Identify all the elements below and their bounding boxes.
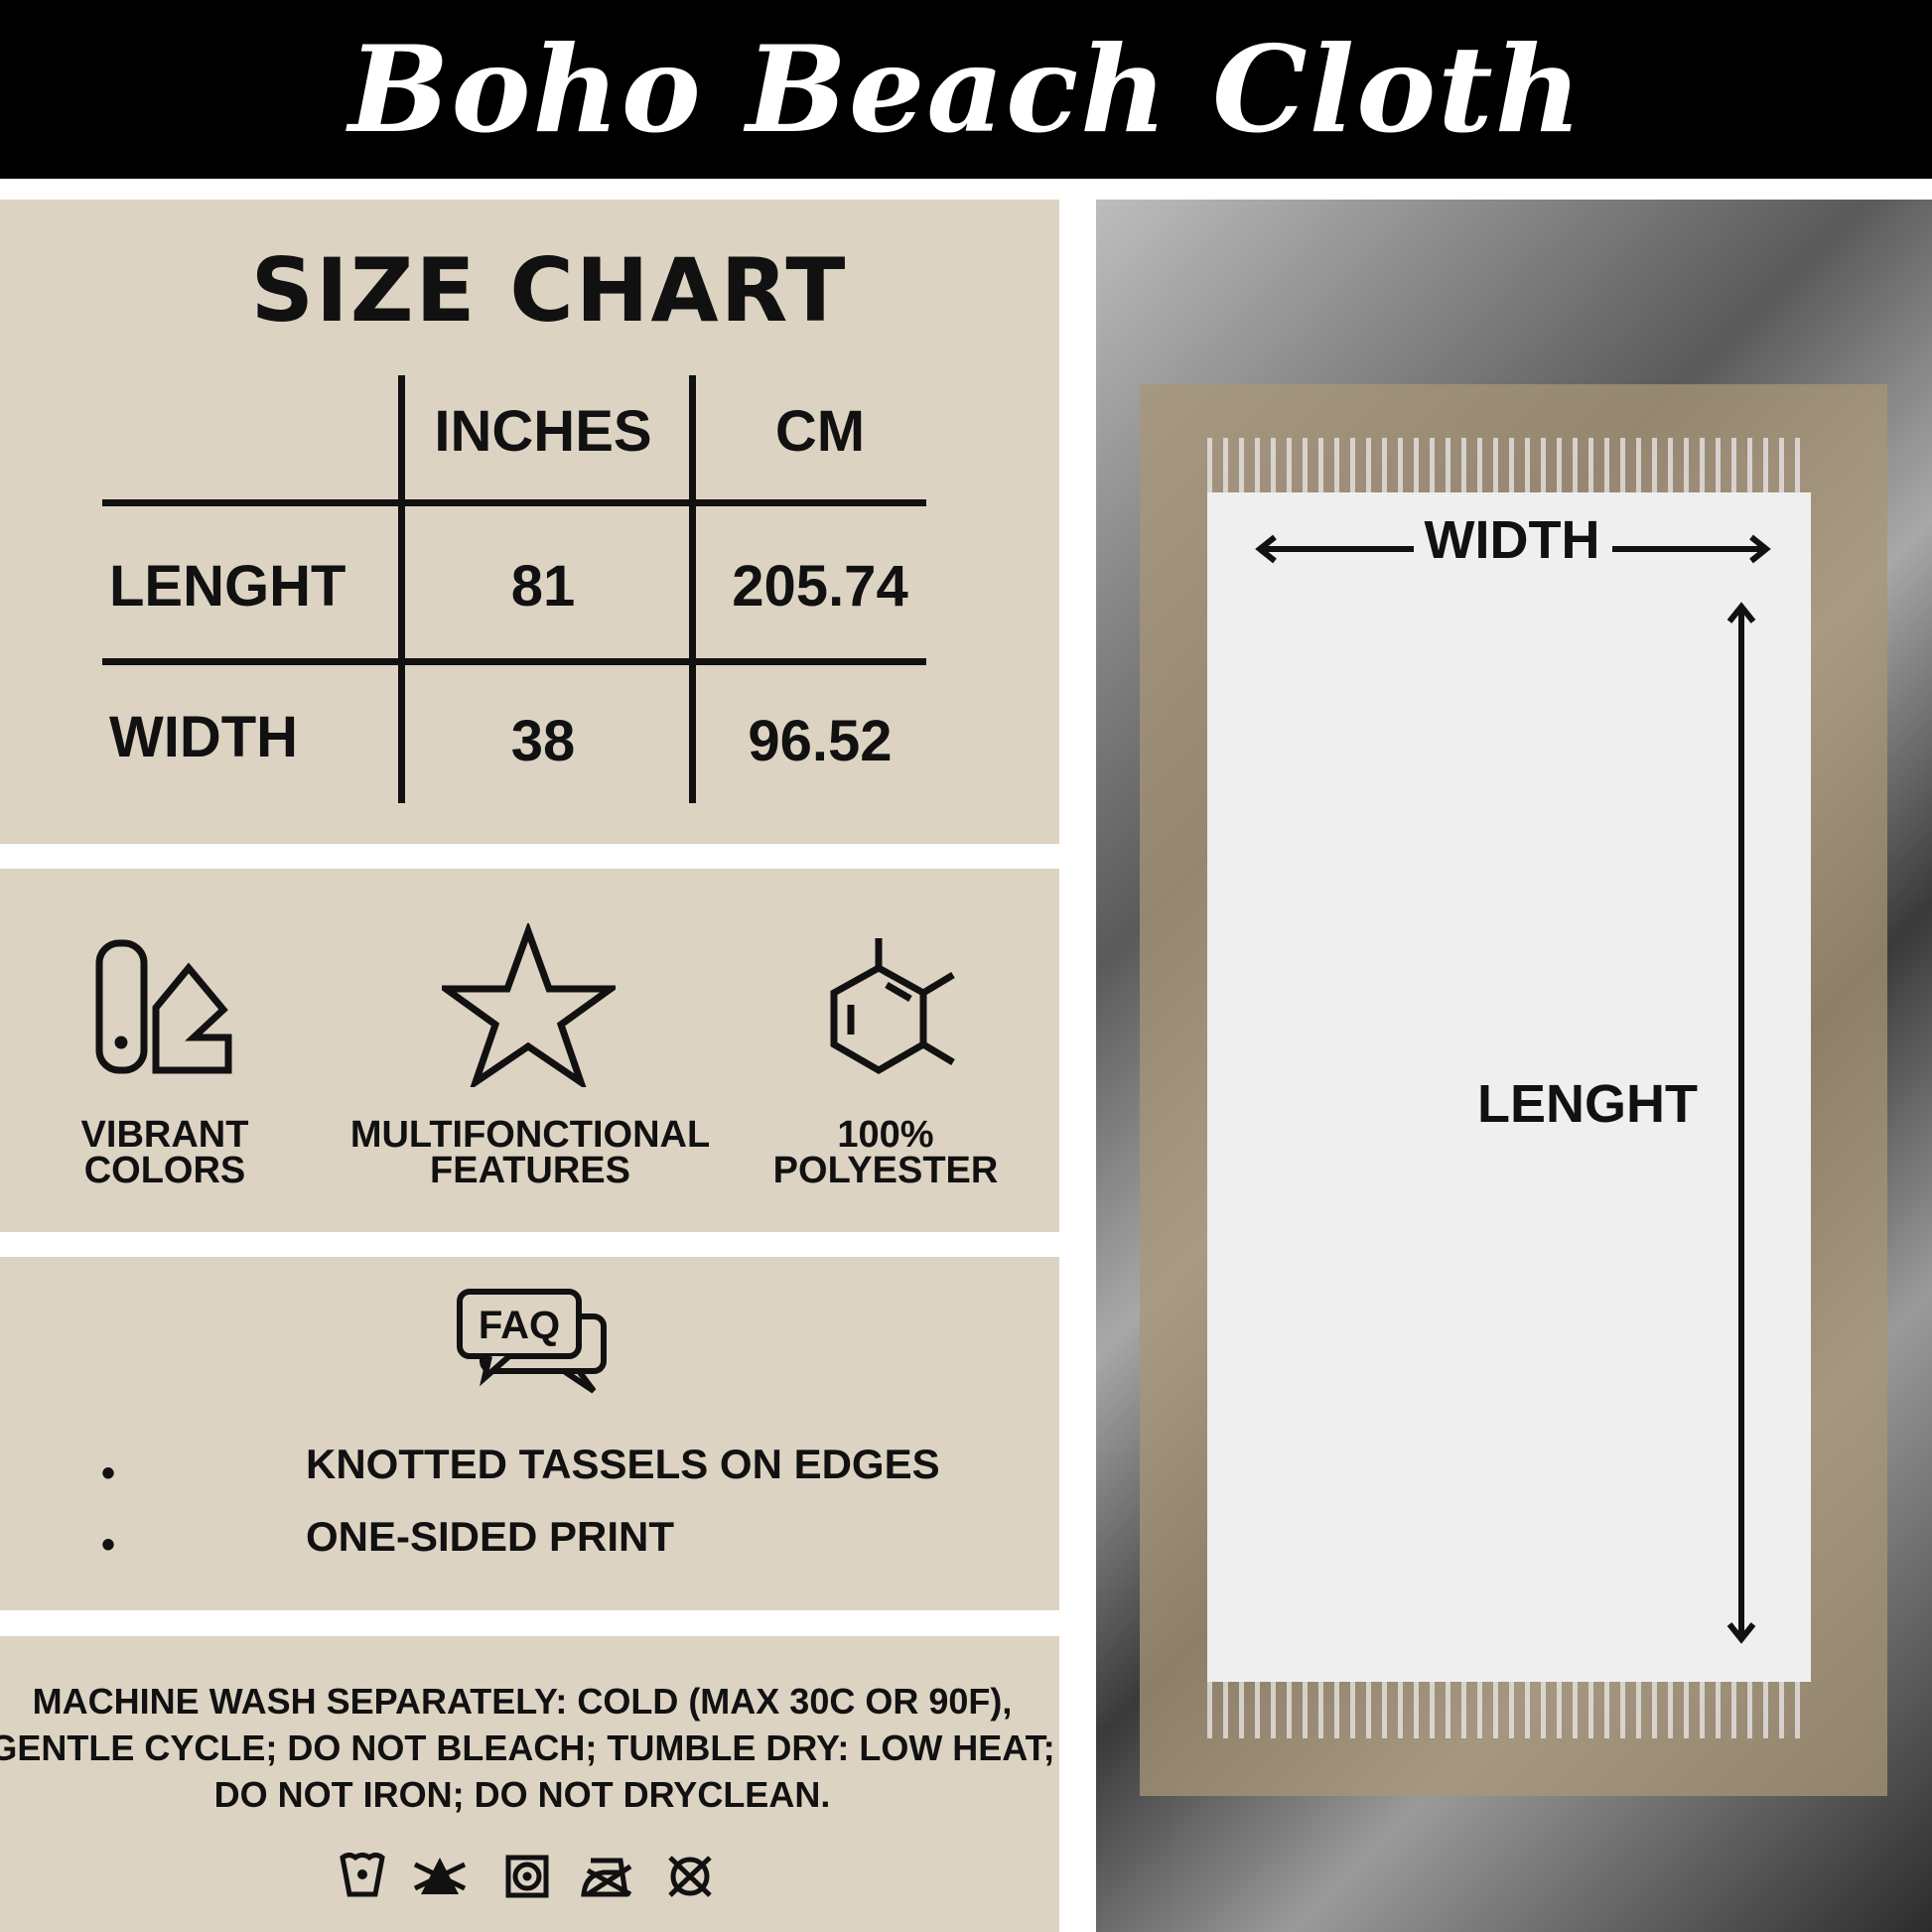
table-divider xyxy=(689,375,696,803)
row-label: WIDTH xyxy=(109,705,299,769)
features-panel: VIBRANT COLORS MULTIFONCTIONAL FEATURES 10… xyxy=(0,869,1059,1232)
column-header-cm: CM xyxy=(774,399,866,464)
svg-text:FAQ: FAQ xyxy=(479,1304,560,1347)
feature-line: VIBRANT xyxy=(80,1114,249,1156)
feature-line: FEATURES xyxy=(430,1150,630,1191)
star-icon xyxy=(442,923,616,1087)
table-divider xyxy=(102,499,926,506)
color-swatch-icon xyxy=(95,939,232,1074)
table-divider xyxy=(398,375,405,803)
tassels-top xyxy=(1207,438,1811,497)
size-chart-heading: SIZE CHART xyxy=(250,239,848,342)
feature-label: VIBRANT COLORS xyxy=(80,1114,249,1191)
table-divider xyxy=(102,658,926,665)
cell-value: 81 xyxy=(510,554,576,619)
faq-item: ONE-SIDED PRINT xyxy=(306,1513,675,1560)
tumble-dry-low-icon xyxy=(505,1855,549,1898)
length-label: LENGHT xyxy=(1477,1074,1698,1134)
width-arrow-icon xyxy=(1255,534,1771,564)
bullet: • xyxy=(101,1451,116,1495)
faq-item: KNOTTED TASSELS ON EDGES xyxy=(306,1441,940,1487)
care-line: MACHINE WASH SEPARATELY: COLD (MAX 30C O… xyxy=(32,1681,1013,1722)
product-diagram-image: WIDTH LENGHT xyxy=(1096,200,1932,1932)
feature-line: POLYESTER xyxy=(772,1150,999,1191)
bullet: • xyxy=(101,1523,116,1567)
care-panel: MACHINE WASH SEPARATELY: COLD (MAX 30C O… xyxy=(0,1636,1059,1932)
polyester-molecule-icon xyxy=(830,938,955,1075)
width-label: WIDTH xyxy=(1424,510,1600,570)
faq-panel: FAQ • KNOTTED TASSELS ON EDGES • ONE-SID… xyxy=(0,1257,1059,1610)
feature-label: 100% POLYESTER xyxy=(772,1114,999,1191)
cell-value: 205.74 xyxy=(732,554,908,619)
dimension-arrows xyxy=(1255,534,1771,1644)
feature-line: MULTIFONCTIONAL xyxy=(349,1114,711,1156)
feature-label: MULTIFONCTIONAL FEATURES xyxy=(349,1114,711,1191)
cell-value: 96.52 xyxy=(748,709,893,773)
row-label: LENGHT xyxy=(109,554,346,619)
do-not-dryclean-icon xyxy=(668,1856,712,1897)
care-line: GENTLE CYCLE; DO NOT BLEACH; TUMBLE DRY:… xyxy=(0,1727,1055,1768)
header-banner: Boho Beach Cloth xyxy=(0,0,1932,179)
do-not-bleach-icon xyxy=(413,1858,467,1894)
column-header-inches: INCHES xyxy=(434,399,652,464)
feature-line: COLORS xyxy=(83,1150,246,1191)
wash-cold-icon xyxy=(340,1853,385,1897)
care-line: DO NOT IRON; DO NOT DRYCLEAN. xyxy=(213,1774,831,1815)
length-arrow-icon xyxy=(1726,602,1756,1644)
towel-mockup xyxy=(1207,492,1811,1682)
cell-value: 38 xyxy=(510,709,576,773)
feature-line: 100% xyxy=(837,1114,934,1156)
care-instructions: MACHINE WASH SEPARATELY: COLD (MAX 30C O… xyxy=(0,1678,1055,1818)
do-not-iron-icon xyxy=(581,1858,632,1897)
size-chart-panel: SIZE CHART INCHES CM LENGHT 81 205.74 WI… xyxy=(0,200,1059,844)
faq-icon: FAQ xyxy=(457,1289,607,1394)
tassels-bottom xyxy=(1207,1679,1811,1738)
care-icons xyxy=(340,1853,712,1898)
page-title: Boho Beach Cloth xyxy=(348,19,1584,160)
